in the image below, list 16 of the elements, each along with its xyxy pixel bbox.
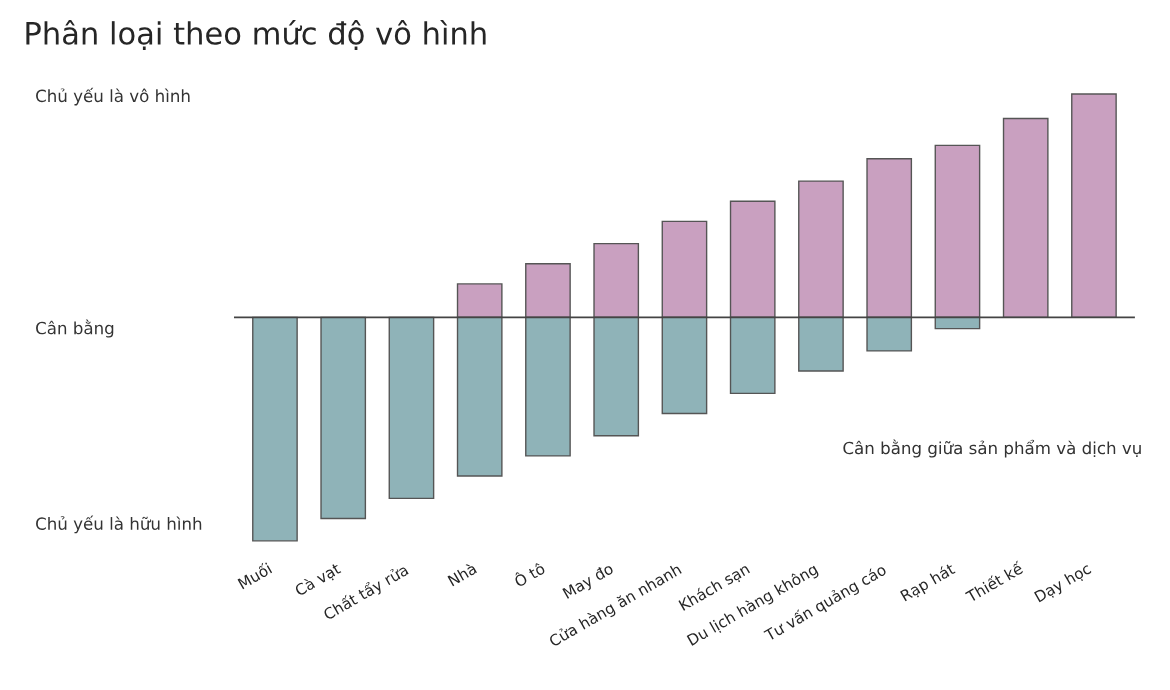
bar (388, 316, 435, 500)
bar (1071, 93, 1117, 319)
chart-title: Phân loại theo mức độ vô hình (26, 19, 486, 50)
x-tick-label: Dạy học (1033, 562, 1094, 606)
x-tick-label: Cà vạt (293, 561, 343, 599)
x-tick-label: Rạp hát (899, 561, 958, 605)
x-tick-label: Ô tô (512, 559, 546, 588)
bar (252, 316, 298, 542)
x-tick-label: May đo (562, 562, 616, 602)
x-tick-label: Nhà (446, 561, 478, 587)
text: Cân bằng (36, 319, 114, 338)
annotation: Cân bằng giữa sản phẩm và dịch vụ (843, 439, 1141, 458)
bar (1002, 117, 1049, 319)
text: Chủ yếu là hữu hình (36, 515, 202, 534)
bar (320, 316, 367, 520)
text: Chủ yếu là vô hình (36, 87, 190, 106)
